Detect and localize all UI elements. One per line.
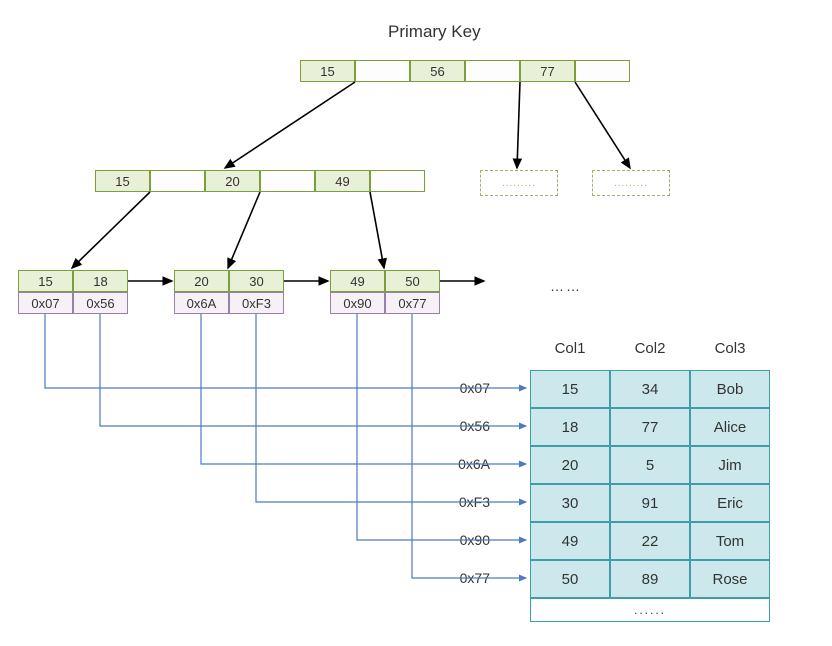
table-cell-r4-c1: 22 xyxy=(610,522,690,560)
internal-key-0: 15 xyxy=(95,170,150,192)
table-cell-r0-c2: Bob xyxy=(690,370,770,408)
ellipsis-label: …… xyxy=(550,278,582,294)
addr-label-2: 0x6A xyxy=(430,456,490,472)
leaf0-addr-1: 0x56 xyxy=(73,292,128,314)
table-header-0: Col1 xyxy=(530,340,610,357)
internal-key-1: 20 xyxy=(205,170,260,192)
black-arrow-3 xyxy=(72,192,150,268)
table-cell-r1-c0: 18 xyxy=(530,408,610,446)
blue-arrow-3 xyxy=(256,314,526,502)
black-arrow-5 xyxy=(370,192,384,268)
black-arrow-2 xyxy=(575,82,630,168)
addr-label-5: 0x77 xyxy=(430,570,490,586)
diagram-title: Primary Key xyxy=(388,22,481,42)
leaf1-addr-0: 0x6A xyxy=(174,292,229,314)
internal-key-2: 49 xyxy=(315,170,370,192)
leaf1-key-0: 20 xyxy=(174,270,229,292)
table-cell-r2-c0: 20 xyxy=(530,446,610,484)
root-ptr-2 xyxy=(575,60,630,82)
black-arrow-1 xyxy=(517,82,520,168)
table-cell-r3-c1: 91 xyxy=(610,484,690,522)
internal-ptr-1 xyxy=(260,170,315,192)
leaf0-addr-0: 0x07 xyxy=(18,292,73,314)
leaf1-key-1: 30 xyxy=(229,270,284,292)
leaf0-key-0: 15 xyxy=(18,270,73,292)
dashed-node-1: ......... xyxy=(592,170,670,196)
blue-arrow-0 xyxy=(45,314,526,388)
internal-ptr-0 xyxy=(150,170,205,192)
table-cell-r0-c0: 15 xyxy=(530,370,610,408)
table-header-1: Col2 xyxy=(610,340,690,357)
table-cell-r2-c2: Jim xyxy=(690,446,770,484)
table-header-2: Col3 xyxy=(690,340,770,357)
root-ptr-1 xyxy=(465,60,520,82)
table-cell-r5-c1: 89 xyxy=(610,560,690,598)
leaf2-addr-0: 0x90 xyxy=(330,292,385,314)
table-cell-r3-c2: Eric xyxy=(690,484,770,522)
leaf0-key-1: 18 xyxy=(73,270,128,292)
leaf2-key-0: 49 xyxy=(330,270,385,292)
internal-ptr-2 xyxy=(370,170,425,192)
addr-label-4: 0x90 xyxy=(430,532,490,548)
table-cell-r5-c0: 50 xyxy=(530,560,610,598)
root-key-1: 56 xyxy=(410,60,465,82)
root-key-0: 15 xyxy=(300,60,355,82)
table-cell-r2-c1: 5 xyxy=(610,446,690,484)
table-footer: ...... xyxy=(530,598,770,622)
root-key-2: 77 xyxy=(520,60,575,82)
leaf2-key-1: 50 xyxy=(385,270,440,292)
leaf2-addr-1: 0x77 xyxy=(385,292,440,314)
addr-label-1: 0x56 xyxy=(430,418,490,434)
dashed-node-0: ......... xyxy=(480,170,558,196)
blue-arrow-1 xyxy=(100,314,526,426)
black-arrow-4 xyxy=(228,192,260,268)
black-arrow-0 xyxy=(225,82,355,168)
table-cell-r0-c1: 34 xyxy=(610,370,690,408)
root-ptr-0 xyxy=(355,60,410,82)
table-cell-r4-c0: 49 xyxy=(530,522,610,560)
addr-label-3: 0xF3 xyxy=(430,494,490,510)
addr-label-0: 0x07 xyxy=(430,380,490,396)
table-cell-r1-c1: 77 xyxy=(610,408,690,446)
table-cell-r5-c2: Rose xyxy=(690,560,770,598)
table-cell-r1-c2: Alice xyxy=(690,408,770,446)
table-cell-r3-c0: 30 xyxy=(530,484,610,522)
leaf1-addr-1: 0xF3 xyxy=(229,292,284,314)
table-cell-r4-c2: Tom xyxy=(690,522,770,560)
